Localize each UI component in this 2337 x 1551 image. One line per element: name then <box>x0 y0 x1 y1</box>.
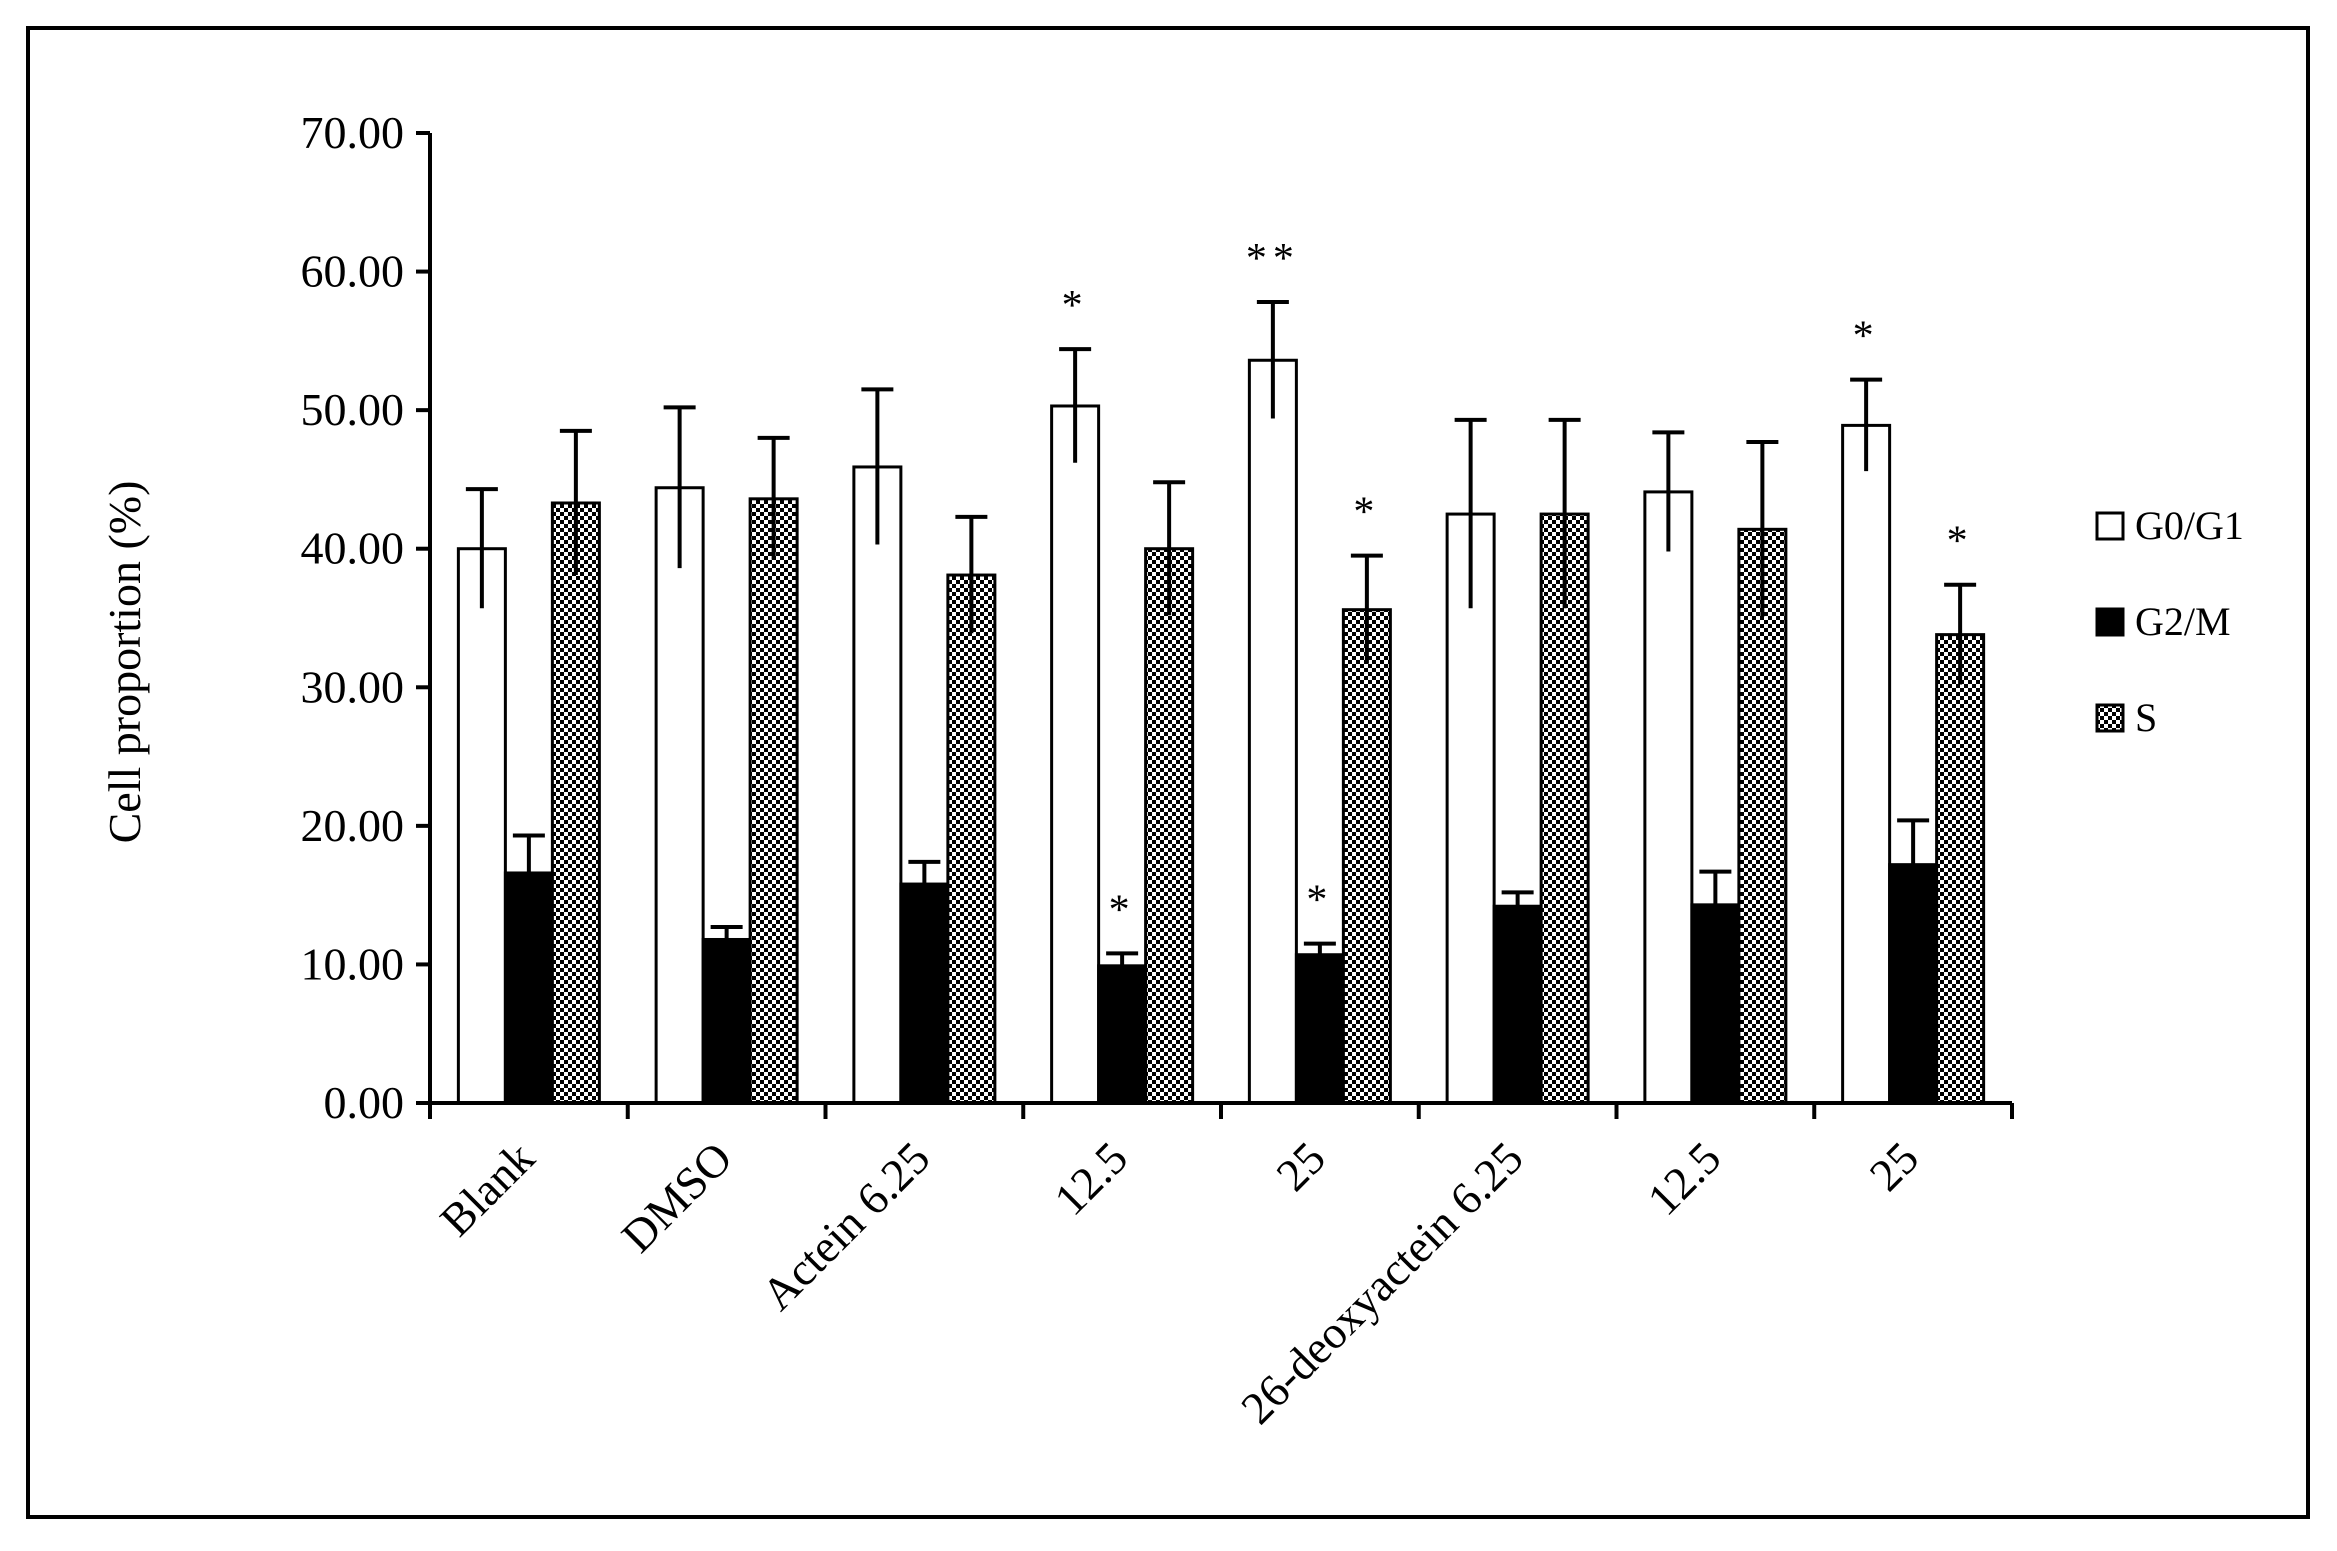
bar-g2-m-5 <box>1492 904 1543 1105</box>
y-tick-label: 30.00 <box>301 661 405 712</box>
legend-swatch <box>2095 511 2125 541</box>
y-tick-label: 70.00 <box>301 107 405 158</box>
significance-marker: * <box>1353 490 1380 536</box>
bar-g0-g1-7 <box>1841 423 1892 1105</box>
legend-label: S <box>2135 695 2157 740</box>
bar-s-3 <box>1144 547 1195 1105</box>
y-tick-label: 0.00 <box>324 1077 405 1128</box>
significance-marker: ** <box>1246 236 1300 282</box>
bar-g2-m-4 <box>1294 953 1345 1105</box>
x-category-label: 25 <box>1860 1132 1929 1201</box>
significance-marker: * <box>1306 878 1333 924</box>
bar-g0-g1-2 <box>852 465 903 1105</box>
legend-label: G2/M <box>2135 599 2231 644</box>
x-category-label: Actein 6.25 <box>752 1132 940 1320</box>
bar-g0-g1-3 <box>1050 404 1101 1105</box>
y-tick-label: 10.00 <box>301 938 405 989</box>
bar-s-4 <box>1341 608 1392 1105</box>
x-category-label: 12.5 <box>1637 1132 1730 1225</box>
y-tick-label: 20.00 <box>301 800 405 851</box>
significance-marker: * <box>1109 887 1136 933</box>
bar-g0-g1-4 <box>1247 358 1298 1105</box>
y-tick-label: 50.00 <box>301 384 405 435</box>
significance-marker: * <box>1062 283 1089 329</box>
x-category-label: 12.5 <box>1044 1132 1137 1225</box>
x-category-label: Blank <box>430 1132 544 1246</box>
bar-g2-m-3 <box>1097 964 1148 1105</box>
legend-swatch <box>2095 607 2125 637</box>
y-axis-label: Cell proportion (%) <box>99 481 150 844</box>
significance-marker: * <box>1947 519 1974 565</box>
legend-swatch <box>2095 703 2125 733</box>
bar-s-1 <box>748 497 799 1105</box>
bar-g0-g1-1 <box>654 486 705 1105</box>
bar-g0-g1-0 <box>456 547 507 1105</box>
bar-g2-m-2 <box>899 882 950 1105</box>
y-tick-label: 60.00 <box>301 246 405 297</box>
x-category-label: 25 <box>1266 1132 1335 1201</box>
legend: G0/G1 G2/M S <box>2095 503 2244 740</box>
y-tick-label: 40.00 <box>301 523 405 574</box>
bar-s-6 <box>1737 527 1788 1105</box>
bar-g0-g1-5 <box>1445 512 1496 1105</box>
legend-label: G0/G1 <box>2135 503 2244 548</box>
significance-marker: * <box>1853 314 1880 360</box>
bar-s-2 <box>946 573 997 1105</box>
bar-s-7 <box>1935 633 1986 1105</box>
bar-g0-g1-6 <box>1643 490 1694 1105</box>
x-category-label: DMSO <box>612 1132 742 1262</box>
bar-g2-m-1 <box>701 937 752 1105</box>
x-category-label: 26-deoxyactein 6.25 <box>1231 1132 1533 1434</box>
bar-s-0 <box>550 501 601 1105</box>
